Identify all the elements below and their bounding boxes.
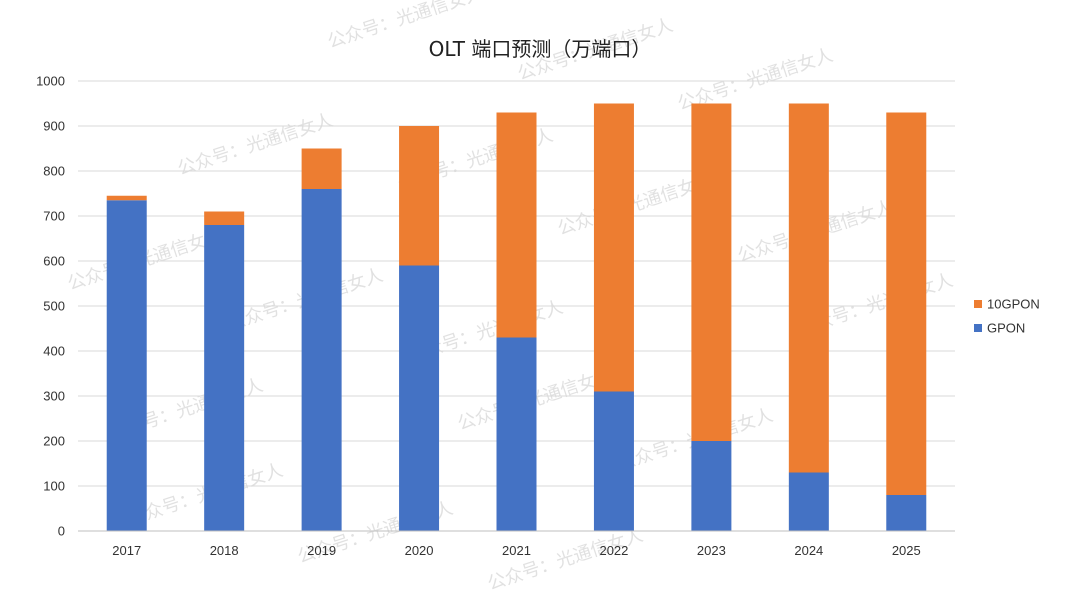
bar-gpon-2017	[106, 200, 147, 531]
bar-gpon-2023	[691, 441, 732, 531]
bar-10gpon-2017	[106, 195, 147, 201]
y-tick-label: 100	[43, 479, 65, 494]
y-tick-label: 500	[43, 299, 65, 314]
x-tick-label: 2019	[307, 543, 336, 558]
bar-10gpon-2024	[788, 103, 829, 473]
x-axis-tick-labels: 2017 2018 2019 2020 2021 2022 2023 2024 2025	[112, 543, 920, 558]
y-tick-label: 200	[43, 434, 65, 449]
legend-label-10gpon: 10GPON	[987, 297, 1040, 312]
y-tick-label: 900	[43, 119, 65, 134]
bar-gpon-2020	[399, 265, 440, 531]
y-tick-label: 800	[43, 164, 65, 179]
legend-label-gpon: GPON	[987, 321, 1025, 336]
bar-gpon-2024	[788, 472, 829, 531]
bar-10gpon-2018	[204, 211, 245, 225]
y-tick-label: 600	[43, 254, 65, 269]
bar-gpon-2022	[593, 391, 634, 531]
bar-gpon-2019	[301, 189, 342, 531]
watermark-text: 公众号：光通信女人	[485, 525, 646, 595]
legend: 10GPON GPON	[974, 297, 1040, 336]
bar-10gpon-2021	[496, 112, 537, 338]
x-tick-label: 2020	[405, 543, 434, 558]
x-tick-label: 2018	[210, 543, 239, 558]
y-tick-label: 400	[43, 344, 65, 359]
bar-10gpon-2025	[886, 112, 927, 495]
x-tick-label: 2021	[502, 543, 531, 558]
y-tick-label: 700	[43, 209, 65, 224]
legend-swatch-gpon	[974, 324, 982, 332]
x-tick-label: 2025	[892, 543, 921, 558]
x-tick-label: 2017	[112, 543, 141, 558]
y-tick-label: 1000	[36, 74, 65, 89]
bar-series	[106, 103, 927, 531]
chart-title: OLT 端口预测（万端口）	[429, 37, 652, 61]
bar-10gpon-2023	[691, 103, 732, 441]
bar-gpon-2025	[886, 495, 927, 531]
bar-gpon-2021	[496, 337, 537, 531]
bar-gpon-2018	[204, 225, 245, 531]
y-tick-label: 300	[43, 389, 65, 404]
x-tick-label: 2023	[697, 543, 726, 558]
bar-10gpon-2020	[399, 126, 440, 266]
bar-10gpon-2019	[301, 148, 342, 189]
legend-swatch-10gpon	[974, 300, 982, 308]
x-tick-label: 2022	[599, 543, 628, 558]
x-tick-label: 2024	[794, 543, 823, 558]
y-tick-label: 0	[58, 524, 65, 539]
y-axis-tick-labels: 0 100 200 300 400 500 600 700 800 900 1000	[36, 74, 65, 539]
bar-10gpon-2022	[593, 103, 634, 392]
